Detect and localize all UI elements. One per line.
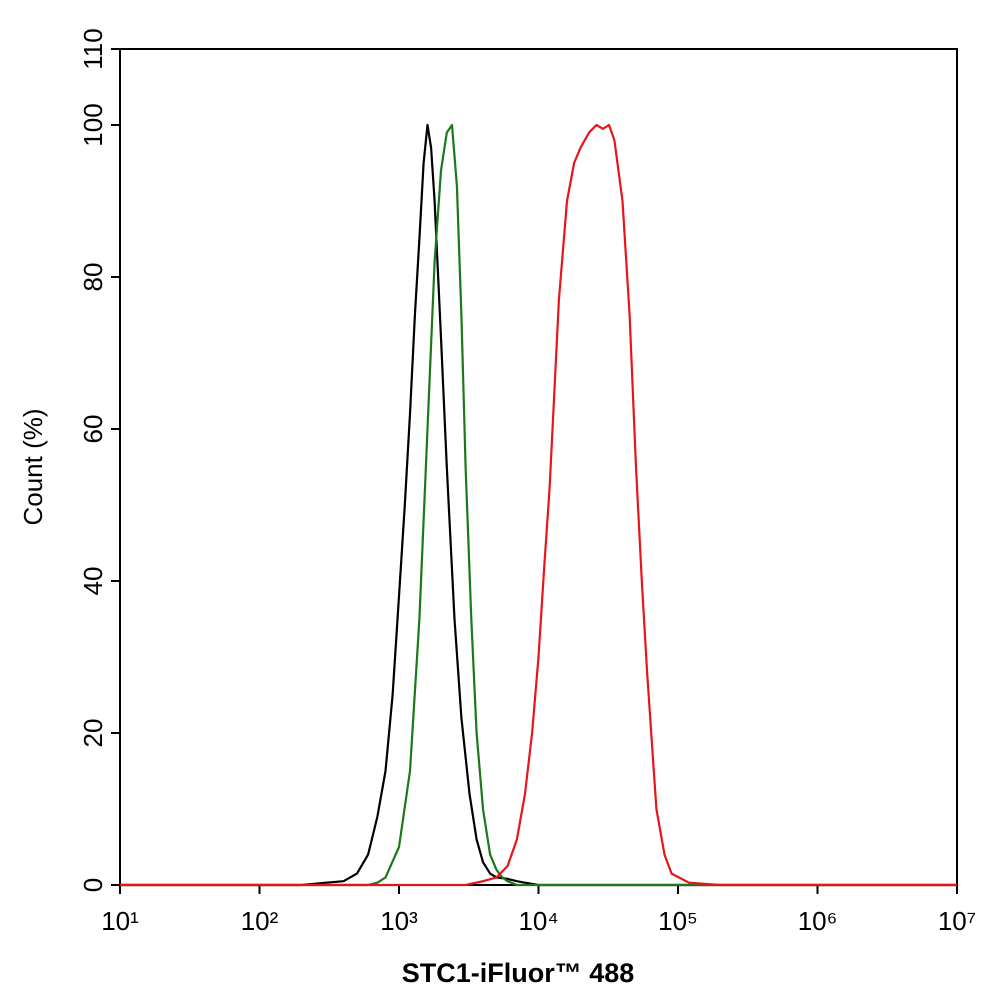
histogram-line (120, 123, 957, 887)
plot-frame (119, 48, 958, 886)
y-tick-label: 80 (78, 263, 108, 292)
x-tick-label: 10⁴ (518, 906, 558, 936)
y-tick-label: 20 (78, 719, 108, 748)
x-tick-label: 10¹ (101, 906, 139, 936)
x-tick-label: 10⁷ (938, 906, 976, 936)
x-tick-label: 10⁵ (658, 906, 698, 936)
x-axis-label: STC1-iFluor™ 488 (402, 958, 635, 988)
x-tick-label: 10³ (380, 906, 418, 936)
x-tick-label: 10⁶ (798, 906, 838, 936)
histogram-line (120, 123, 957, 887)
histogram-line (120, 123, 957, 887)
y-tick-label: 40 (78, 567, 108, 596)
x-tick-label: 10² (241, 906, 279, 936)
y-tick-label: 110 (78, 28, 108, 69)
y-tick-label: 100 (78, 103, 108, 146)
y-tick-label: 60 (78, 415, 108, 444)
y-tick-label: 0 (78, 878, 108, 892)
y-axis-label: Count (%) (18, 408, 48, 525)
